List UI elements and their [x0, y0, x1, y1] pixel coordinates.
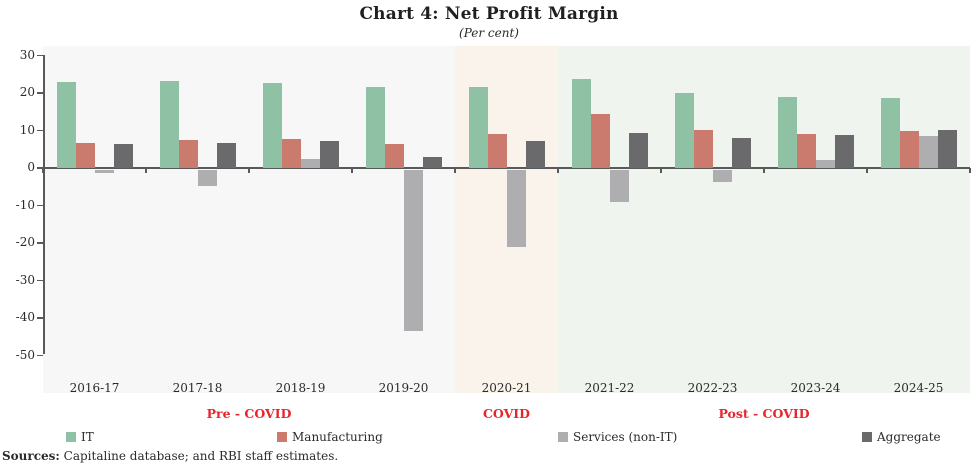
- legend-label-manufacturing: Manufacturing: [292, 430, 383, 444]
- x-tick-label-2020-21: 2020-21: [481, 381, 532, 395]
- x-tick-label-2023-24: 2023-24: [790, 381, 841, 395]
- period-label-post-covid: Post - COVID: [718, 406, 810, 421]
- bar-aggregate-2019-20: [422, 156, 442, 168]
- x-tick-label-2019-20: 2019-20: [378, 381, 429, 395]
- y-tick-label: -40: [15, 310, 35, 324]
- x-axis-tick: [248, 168, 250, 173]
- bar-it-2016-17: [56, 81, 76, 168]
- legend-swatch-it: [66, 432, 76, 442]
- x-axis-tick: [454, 168, 456, 173]
- y-tick-label: 30: [19, 47, 35, 62]
- legend-swatch-aggregate: [862, 432, 872, 442]
- bar-aggregate-2022-23: [731, 138, 751, 168]
- legend-label-aggregate: Aggregate: [877, 430, 941, 444]
- legend-label-services-non-it: Services (non-IT): [573, 430, 678, 444]
- y-tick: [37, 354, 43, 357]
- y-tick-label: -30: [15, 272, 35, 287]
- bar-aggregate-2023-24: [834, 135, 854, 168]
- sources-note: Sources: Capitaline database; and RBI st…: [2, 449, 338, 463]
- chart-title: Chart 4: Net Profit Margin: [359, 4, 619, 24]
- y-tick-label: 0: [27, 160, 35, 174]
- bar-services-non-it-2017-18: [197, 169, 217, 187]
- y-tick-label: -50: [15, 347, 35, 362]
- bar-aggregate-2024-25: [937, 129, 957, 168]
- sources-label: Sources:: [2, 449, 60, 463]
- y-axis: [43, 55, 45, 354]
- y-tick-label: 20: [19, 85, 35, 99]
- y-tick: [37, 317, 43, 319]
- x-axis-tick: [351, 168, 353, 173]
- bar-manufacturing-2019-20: [384, 144, 404, 168]
- bar-aggregate-2021-22: [628, 132, 648, 168]
- bar-it-2024-25: [880, 97, 900, 168]
- legend-swatch-manufacturing: [277, 432, 287, 442]
- period-label-pre-covid: Pre - COVID: [206, 406, 292, 421]
- bar-manufacturing-2023-24: [796, 133, 816, 168]
- x-axis-tick: [557, 168, 559, 173]
- legend-swatch-services-non-it: [558, 432, 568, 442]
- bar-manufacturing-2021-22: [590, 114, 610, 168]
- bar-manufacturing-2024-25: [899, 130, 919, 168]
- period-band-pre-covid: [43, 46, 455, 393]
- x-tick-label-2017-18: 2017-18: [172, 381, 223, 395]
- bar-services-non-it-2022-23: [712, 169, 732, 183]
- bar-services-non-it-2016-17: [94, 169, 114, 173]
- sources-text: Capitaline database; and RBI staff estim…: [59, 449, 339, 463]
- bar-aggregate-2020-21: [525, 140, 545, 168]
- bar-it-2018-19: [262, 82, 282, 168]
- legend-label-it: IT: [81, 430, 94, 444]
- bar-services-non-it-2020-21: [506, 169, 526, 247]
- y-tick: [37, 279, 43, 282]
- period-label-covid: COVID: [482, 406, 530, 421]
- x-axis-tick: [763, 168, 765, 173]
- period-band-post-covid: [558, 46, 970, 393]
- y-tick: [37, 204, 43, 207]
- bar-aggregate-2017-18: [216, 142, 236, 168]
- x-tick-label-2024-25: 2024-25: [893, 381, 944, 395]
- y-tick-label: -10: [15, 197, 35, 212]
- bar-services-non-it-2023-24: [815, 159, 835, 168]
- x-tick-label-2018-19: 2018-19: [275, 381, 326, 395]
- bar-manufacturing-2017-18: [178, 139, 198, 168]
- bar-services-non-it-2021-22: [609, 169, 629, 203]
- y-tick: [37, 129, 43, 132]
- x-tick-label-2016-17: 2016-17: [69, 381, 120, 395]
- bar-manufacturing-2016-17: [75, 142, 95, 168]
- bar-manufacturing-2022-23: [693, 129, 713, 168]
- bar-it-2021-22: [571, 78, 591, 168]
- y-tick: [37, 242, 43, 244]
- bar-it-2017-18: [159, 81, 179, 168]
- bar-manufacturing-2018-19: [281, 139, 301, 168]
- bar-it-2020-21: [468, 87, 488, 168]
- y-tick: [37, 92, 43, 94]
- bar-it-2023-24: [777, 97, 797, 168]
- bar-it-2019-20: [365, 87, 385, 168]
- bar-services-non-it-2019-20: [403, 169, 423, 331]
- legend-item-it: IT: [66, 430, 94, 444]
- chart-subtitle: (Per cent): [459, 26, 519, 40]
- bar-it-2022-23: [674, 92, 694, 168]
- x-tick-label-2021-22: 2021-22: [584, 381, 635, 395]
- y-tick-label: 10: [19, 122, 35, 137]
- bar-manufacturing-2020-21: [487, 133, 507, 168]
- x-axis-tick: [42, 168, 44, 173]
- bar-aggregate-2018-19: [319, 140, 339, 168]
- bar-services-non-it-2024-25: [918, 136, 938, 168]
- bar-aggregate-2016-17: [113, 143, 133, 168]
- x-tick-label-2022-23: 2022-23: [687, 381, 738, 395]
- bar-services-non-it-2018-19: [300, 158, 320, 168]
- legend-item-manufacturing: Manufacturing: [277, 430, 383, 444]
- x-axis-tick: [660, 168, 662, 173]
- y-tick-label: -20: [15, 235, 35, 249]
- y-tick: [37, 54, 43, 57]
- legend-item-services-non-it: Services (non-IT): [558, 430, 677, 444]
- x-axis-tick: [145, 168, 147, 173]
- legend-item-aggregate: Aggregate: [862, 430, 941, 444]
- x-axis-tick: [969, 168, 971, 173]
- x-axis-tick: [866, 168, 868, 173]
